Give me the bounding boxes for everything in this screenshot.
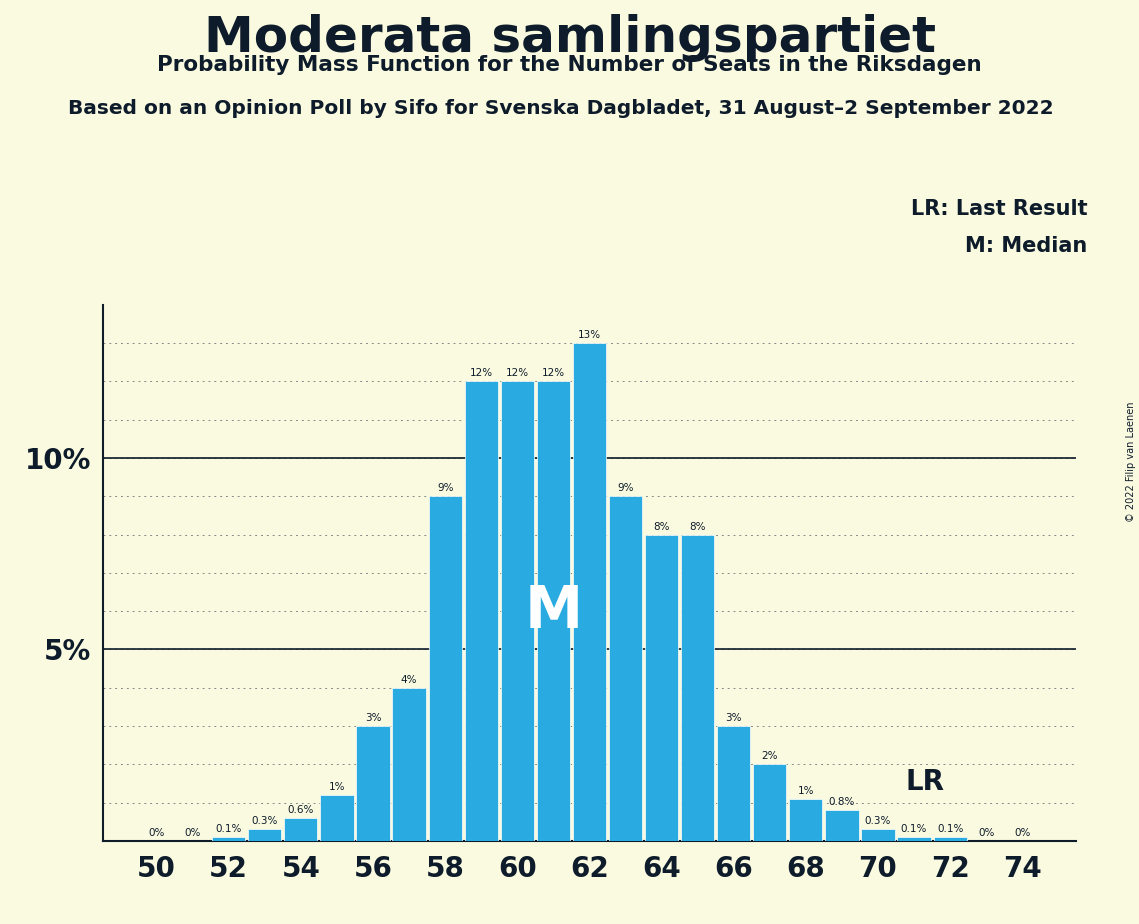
Bar (681, 535, 714, 841)
Bar (573, 343, 606, 841)
Text: 0%: 0% (978, 828, 994, 838)
Bar (536, 382, 570, 841)
Bar (826, 810, 859, 841)
Text: 0.1%: 0.1% (215, 824, 241, 834)
Text: 12%: 12% (469, 369, 493, 379)
Text: M: Median: M: Median (966, 236, 1088, 256)
Bar (428, 496, 461, 841)
Text: 13%: 13% (577, 330, 601, 340)
Bar (718, 726, 751, 841)
Text: 9%: 9% (437, 483, 453, 493)
Text: LR: LR (906, 768, 944, 796)
Text: 0.6%: 0.6% (288, 805, 314, 815)
Text: 12%: 12% (506, 369, 528, 379)
Text: 8%: 8% (654, 521, 670, 531)
Text: 1%: 1% (797, 785, 814, 796)
Text: 3%: 3% (726, 713, 741, 723)
Text: M: M (524, 583, 582, 639)
Text: 0.3%: 0.3% (865, 816, 891, 826)
Bar (934, 837, 967, 841)
Text: 0.3%: 0.3% (252, 816, 278, 826)
Bar (212, 837, 245, 841)
Text: 0.1%: 0.1% (901, 824, 927, 834)
Text: 0.8%: 0.8% (829, 797, 855, 808)
Bar (898, 837, 931, 841)
Text: 0%: 0% (1014, 828, 1031, 838)
Text: Based on an Opinion Poll by Sifo for Svenska Dagbladet, 31 August–2 September 20: Based on an Opinion Poll by Sifo for Sve… (68, 99, 1054, 118)
Bar (248, 830, 281, 841)
Bar (645, 535, 678, 841)
Bar (753, 764, 786, 841)
Text: 0%: 0% (185, 828, 200, 838)
Text: 9%: 9% (617, 483, 633, 493)
Text: 0.1%: 0.1% (937, 824, 964, 834)
Text: 8%: 8% (689, 521, 706, 531)
Text: Probability Mass Function for the Number of Seats in the Riksdagen: Probability Mass Function for the Number… (157, 55, 982, 76)
Bar (320, 795, 353, 841)
Text: 2%: 2% (762, 751, 778, 761)
Bar (285, 818, 318, 841)
Text: 12%: 12% (542, 369, 565, 379)
Bar (609, 496, 642, 841)
Text: 1%: 1% (329, 782, 345, 792)
Text: 0%: 0% (148, 828, 165, 838)
Bar (393, 687, 426, 841)
Bar (357, 726, 390, 841)
Text: 3%: 3% (364, 713, 382, 723)
Text: LR: Last Result: LR: Last Result (911, 199, 1088, 219)
Bar (789, 798, 822, 841)
Text: Moderata samlingspartiet: Moderata samlingspartiet (204, 14, 935, 62)
Text: 4%: 4% (401, 675, 417, 685)
Text: © 2022 Filip van Laenen: © 2022 Filip van Laenen (1126, 402, 1136, 522)
Bar (501, 382, 534, 841)
Bar (465, 382, 498, 841)
Bar (861, 830, 894, 841)
